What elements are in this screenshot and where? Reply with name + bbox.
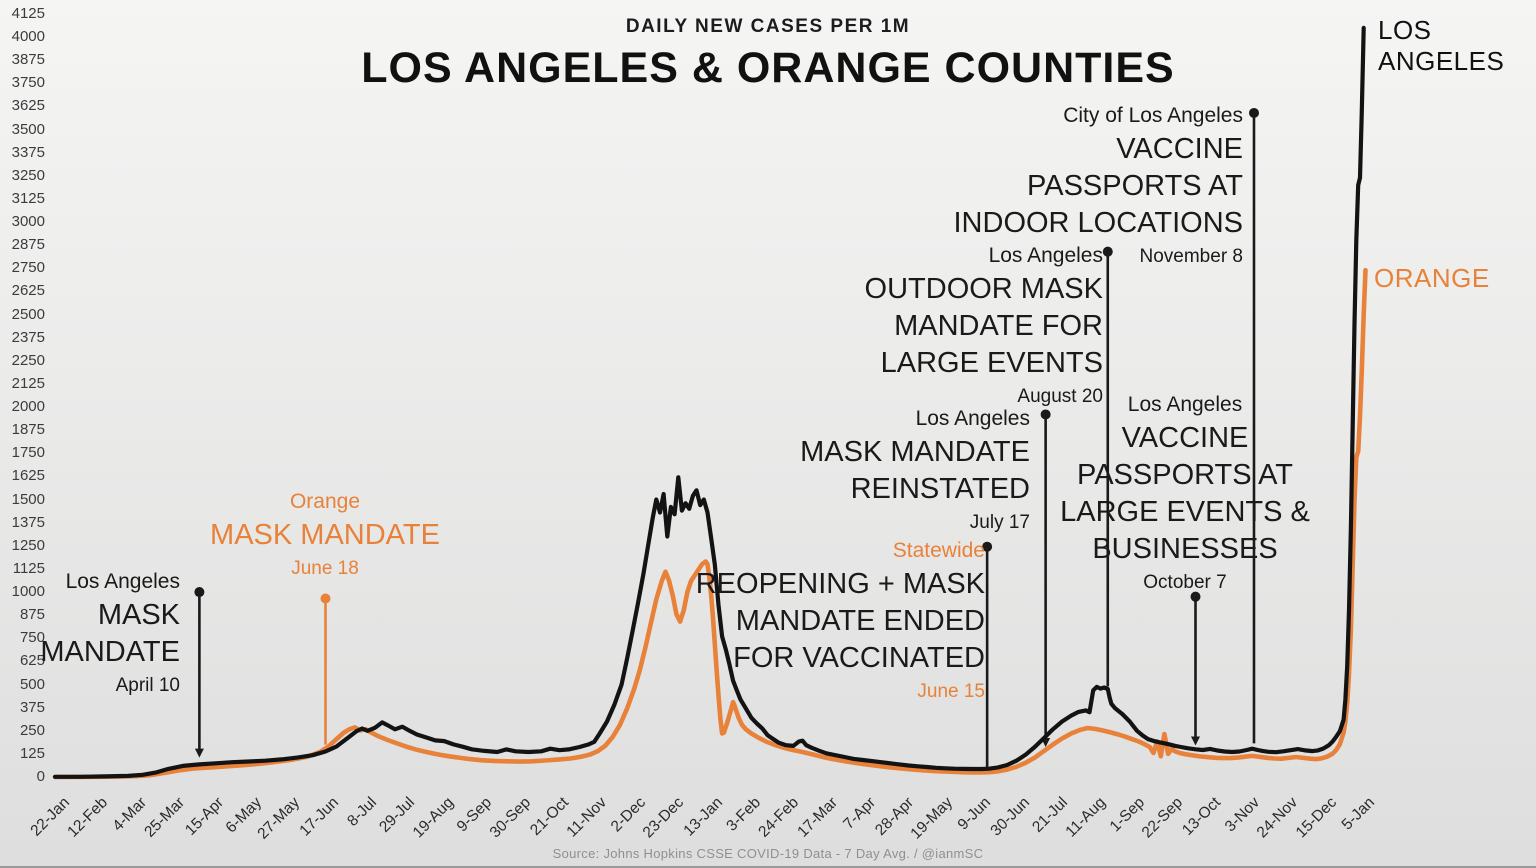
annotation-line: REINSTATED (850, 473, 1030, 505)
y-tick-label: 125 (19, 744, 45, 762)
y-tick-label: 1750 (11, 444, 45, 462)
y-tick-label: 1875 (11, 421, 45, 439)
chart-title: LOS ANGELES & ORANGE COUNTIES (361, 44, 1175, 92)
y-tick-label: 2750 (11, 259, 45, 277)
annotation-line: November 8 (1139, 246, 1244, 267)
y-tick-label: 2625 (11, 282, 45, 300)
series-label-los-angeles: LOS ANGELES (1378, 15, 1505, 76)
series-line-orange (52, 267, 1368, 780)
annotation-la-mask-mandate: Los Angeles MASK MANDATE April 10 (0, 566, 180, 700)
annotation-line: July 17 (969, 512, 1030, 533)
annotation-line: MANDATE (40, 636, 180, 668)
y-tick-label: 2250 (11, 351, 45, 369)
y-tick-label: 500 (19, 675, 45, 693)
y-tick-label: 1000 (11, 583, 45, 601)
y-tick-label: 0 (36, 768, 45, 785)
y-tick-label: 375 (19, 698, 45, 716)
y-tick-label: 1500 (11, 490, 45, 508)
y-tick-label: 250 (19, 721, 45, 739)
annotation-la-mask-reinstated: Los Angeles MASK MANDATE REINSTATED July 17 (410, 403, 1030, 537)
y-tick-label: 2375 (11, 328, 45, 346)
annotation-line: April 10 (115, 675, 180, 696)
y-tick-label: 1125 (12, 559, 45, 577)
annotation-marker-orange-mask-mandate (320, 593, 331, 745)
y-tick-label: 1375 (11, 513, 45, 531)
annotation-city-la-vaccine-passports-indoor: City of Los Angeles VACCINE PASSPORTS AT IN… (623, 100, 1244, 271)
annotation-marker-statewide-reopening (982, 541, 993, 768)
y-tick-label: 3125 (11, 189, 45, 207)
annotation-line: Los Angeles (988, 244, 1103, 267)
annotation-line: BUSINESSES (1092, 533, 1278, 565)
annotation-line: Los Angeles (65, 570, 180, 593)
annotation-line: June 15 (917, 681, 985, 702)
annotation-line: MANDATE ENDED (735, 605, 985, 637)
annotation-line: MASK MANDATE (210, 519, 440, 551)
annotation-la-outdoor-mask-mandate: Los Angeles OUTDOOR MASK MANDATE FOR LARGE … (483, 240, 1103, 411)
annotation-marker-la-vaccine-passports-events (1190, 591, 1201, 746)
y-tick-label: 1625 (11, 467, 45, 485)
y-tick-label: 750 (19, 629, 45, 647)
annotation-line: LARGE EVENTS & (1060, 496, 1310, 528)
series-line-los-angeles (52, 25, 1366, 779)
y-tick-label: 3000 (11, 213, 45, 231)
annotation-line: Orange (289, 490, 361, 513)
y-tick-label: 2875 (11, 236, 45, 254)
series-label-orange: ORANGE (1374, 263, 1490, 293)
source-attribution: Source: Johns Hopkins CSSE COVID-19 Data… (552, 846, 984, 861)
annotation-line: City of Los Angeles (1063, 104, 1243, 127)
annotation-line: PASSPORTS AT (1077, 459, 1293, 491)
annotation-line: June 18 (291, 558, 359, 579)
annotation-line: LARGE EVENTS (880, 347, 1103, 379)
annotation-line: MASK MANDATE (800, 436, 1030, 468)
y-tick-label: 3750 (11, 74, 45, 92)
annotation-statewide-reopening: Statewide REOPENING + MASK MANDATE ENDED FO… (365, 535, 985, 706)
y-tick-label: 3875 (11, 51, 45, 69)
y-tick-label: 4125 (11, 5, 45, 22)
chart-subtitle: DAILY NEW CASES PER 1M (625, 16, 911, 37)
y-tick-label: 3375 (11, 143, 45, 161)
y-tick-label: 3250 (11, 166, 45, 184)
annotation-marker-la-outdoor-mask-mandate (1102, 246, 1113, 687)
annotation-line: MANDATE FOR (894, 310, 1103, 342)
y-tick-label: 1250 (11, 536, 45, 554)
annotation-orange-mask-mandate: Orange MASK MANDATE June 18 (15, 486, 635, 583)
annotation-marker-la-mask-mandate (194, 587, 205, 758)
y-tick-label: 2125 (11, 374, 45, 392)
y-tick-label: 3625 (11, 97, 45, 115)
annotation-line: VACCINE (1116, 133, 1243, 165)
annotation-line: Statewide (892, 539, 985, 562)
y-tick-label: 3500 (11, 120, 45, 138)
annotation-line: August 20 (1017, 386, 1103, 407)
annotation-line: October 7 (1143, 572, 1227, 593)
annotation-line: MASK (97, 599, 180, 631)
annotation-line: OUTDOOR MASK (864, 273, 1103, 305)
y-tick-label: 625 (19, 652, 45, 670)
annotation-line: INDOOR LOCATIONS (953, 207, 1244, 239)
y-tick-label: 2500 (11, 305, 45, 323)
annotation-line: Los Angeles (1127, 393, 1243, 416)
annotation-line: FOR VACCINATED (733, 642, 985, 674)
annotation-line: REOPENING + MASK (695, 568, 985, 600)
annotation-la-vaccine-passports-events: Los Angeles VACCINE PASSPORTS AT LARGE EVEN… (875, 389, 1495, 597)
annotation-line: PASSPORTS AT (1027, 170, 1243, 202)
y-tick-label: 4000 (11, 28, 45, 46)
annotation-marker-city-la-vaccine-passports-indoor (1248, 107, 1259, 744)
y-tick-label: 2000 (11, 398, 45, 416)
annotation-line: Los Angeles (915, 407, 1030, 430)
y-tick-label: 875 (19, 606, 45, 624)
annotation-line: VACCINE (1121, 422, 1249, 454)
